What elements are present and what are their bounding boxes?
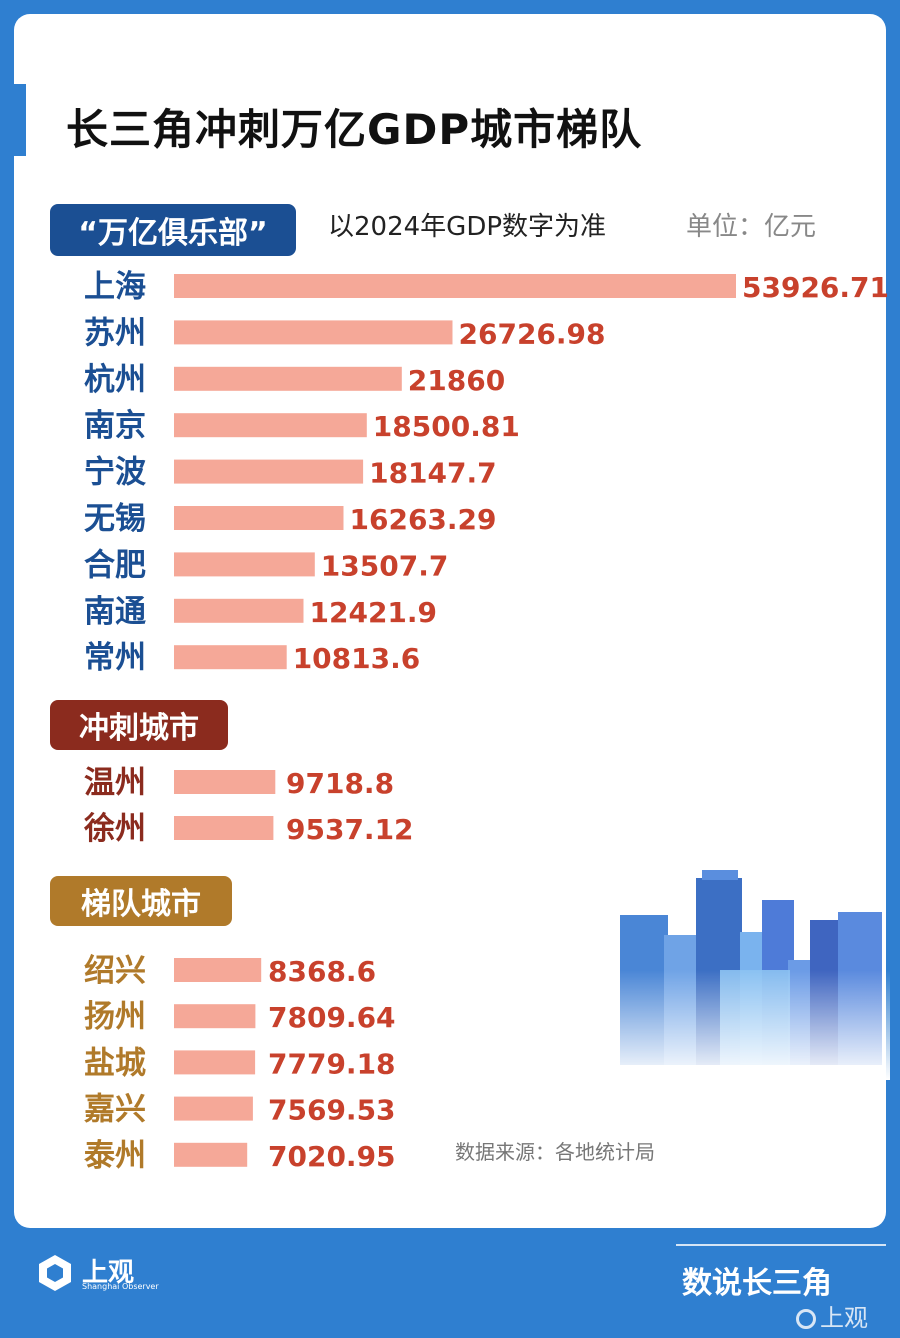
data-source: 数据来源：各地统计局 bbox=[455, 1140, 655, 1164]
column-name: 数说长三角 bbox=[682, 1266, 832, 1301]
gdp-value-label: 7809.64 bbox=[268, 1001, 396, 1034]
gdp-bar bbox=[174, 1004, 256, 1029]
city-buildings-illustration bbox=[610, 870, 890, 1080]
gdp-value-label: 10813.6 bbox=[293, 642, 421, 675]
gdp-bar bbox=[174, 413, 367, 438]
gdp-value-label: 21860 bbox=[408, 364, 505, 397]
gdp-value-label: 18500.81 bbox=[373, 410, 520, 443]
gdp-bar bbox=[174, 645, 287, 670]
gdp-bar bbox=[174, 1096, 253, 1121]
watermark-icon bbox=[796, 1309, 816, 1329]
city-label: 杭州 bbox=[84, 362, 146, 398]
city-label: 泰州 bbox=[84, 1138, 146, 1174]
data-basis-note: 以2024年GDP数字为准 bbox=[328, 212, 607, 242]
brand-subtitle: Shanghai Observer bbox=[82, 1282, 159, 1291]
gdp-bar bbox=[174, 320, 453, 345]
group-label-trillion-club: “万亿俱乐部” bbox=[50, 204, 296, 256]
chart-title: 长三角冲刺万亿GDP城市梯队 bbox=[66, 105, 643, 154]
gdp-bar bbox=[174, 816, 274, 840]
city-label: 上海 bbox=[84, 269, 146, 305]
city-label: 常州 bbox=[84, 640, 146, 676]
city-label: 南京 bbox=[84, 408, 146, 444]
gdp-value-label: 9718.8 bbox=[286, 767, 394, 800]
shanghai-observer-logo-icon bbox=[39, 1255, 71, 1291]
gdp-value-label: 12421.9 bbox=[310, 596, 438, 629]
city-label: 宁波 bbox=[84, 455, 146, 491]
gdp-value-label: 16263.29 bbox=[350, 503, 497, 536]
city-label: 苏州 bbox=[84, 315, 146, 351]
gdp-bar bbox=[174, 366, 402, 391]
gdp-bar bbox=[174, 958, 262, 982]
gdp-bar bbox=[174, 552, 315, 577]
city-label: 徐州 bbox=[83, 811, 146, 847]
gdp-value-label: 7020.95 bbox=[268, 1140, 396, 1173]
city-label: 无锡 bbox=[84, 501, 146, 537]
gdp-value-label: 13507.7 bbox=[321, 549, 449, 582]
city-label: 南通 bbox=[84, 594, 146, 630]
city-label: 盐城 bbox=[84, 1045, 146, 1081]
gdp-bar bbox=[174, 274, 736, 298]
gdp-value-label: 8368.6 bbox=[268, 955, 376, 988]
gdp-value-label: 26726.98 bbox=[459, 317, 606, 350]
gdp-bar bbox=[174, 1050, 256, 1075]
unit-label: 单位：亿元 bbox=[686, 212, 817, 242]
gdp-bar bbox=[174, 459, 364, 484]
city-label: 温州 bbox=[84, 765, 146, 801]
watermark: 上观 bbox=[796, 1298, 868, 1333]
gdp-value-label: 53926.71 bbox=[742, 271, 889, 304]
city-label: 扬州 bbox=[84, 999, 146, 1035]
group-label-tier-cities: 梯队城市 bbox=[50, 876, 232, 926]
watermark-text: 上观 bbox=[820, 1304, 868, 1332]
city-label: 合肥 bbox=[84, 547, 146, 583]
city-label: 嘉兴 bbox=[84, 1092, 146, 1128]
gdp-value-label: 18147.7 bbox=[369, 457, 497, 490]
gdp-value-label: 7569.53 bbox=[268, 1094, 396, 1127]
gdp-bar bbox=[174, 598, 304, 623]
city-label: 绍兴 bbox=[84, 953, 146, 989]
gdp-bar bbox=[174, 1142, 248, 1167]
group-label-sprint-cities: 冲刺城市 bbox=[50, 700, 228, 750]
gdp-value-label: 9537.12 bbox=[286, 813, 414, 846]
gdp-bar bbox=[174, 506, 344, 530]
gdp-bar bbox=[174, 770, 276, 794]
column-divider bbox=[676, 1244, 886, 1246]
brand-name: 上观 bbox=[82, 1258, 135, 1288]
title-accent-bar bbox=[14, 84, 26, 156]
gdp-value-label: 7779.18 bbox=[268, 1047, 396, 1080]
